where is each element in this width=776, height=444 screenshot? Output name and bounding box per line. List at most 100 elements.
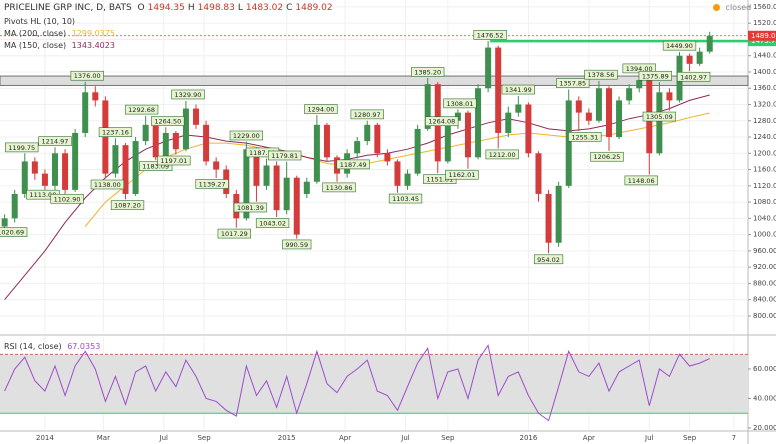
candle-body	[132, 141, 139, 194]
candle-body	[303, 181, 310, 194]
pivot-label: 1183.09	[142, 163, 169, 171]
pivot-label-box	[533, 254, 564, 265]
pivot-label: 1212.00	[489, 151, 516, 159]
y-tick-label: 1440.00	[753, 52, 776, 60]
candle-body	[193, 108, 200, 125]
pivot-label: 1162.01	[448, 171, 475, 179]
candle-body	[1, 218, 8, 227]
y-tick-label: 920.00	[753, 263, 776, 271]
candle-body	[112, 145, 119, 174]
candle-body	[364, 124, 371, 142]
candle-body	[354, 141, 361, 154]
candle-body	[464, 112, 471, 158]
pivot-label: 1148.06	[628, 177, 655, 185]
pivot-label: 1357.85	[559, 80, 586, 88]
candle-body	[686, 55, 693, 64]
candle-body	[263, 165, 270, 186]
pivot-label-box	[38, 136, 72, 146]
pivot-label: 1264.08	[428, 118, 455, 126]
pivot-label: 1087.20	[114, 202, 141, 210]
y-tick-label: 1040.00	[753, 214, 776, 222]
pivot-label: 1376.00	[74, 72, 101, 80]
candle-body	[41, 173, 48, 186]
candle-body	[243, 149, 250, 219]
x-tick-label: 2014	[36, 434, 54, 442]
pivot-label: 1138.00	[94, 181, 121, 189]
candle-body	[122, 145, 129, 194]
candle-body	[394, 161, 401, 186]
candle-body	[142, 124, 149, 142]
candle-body	[374, 124, 381, 154]
candle-body	[555, 185, 562, 243]
pivot-label: 1292.68	[128, 106, 155, 114]
pivot-label: 1375.89	[642, 72, 669, 80]
price-tag	[748, 30, 776, 41]
pivot-label-box	[217, 228, 251, 239]
candle-body	[535, 153, 542, 194]
pivot-label-box	[171, 89, 205, 100]
rsi-line	[4, 344, 710, 422]
candle-body	[213, 161, 220, 170]
rsi-tick-label: 60.0000	[753, 365, 776, 373]
pivot-label-box	[139, 161, 173, 171]
legend-ma150-value: 1343.4023	[71, 41, 115, 50]
y-tick-label: 1200.00	[753, 149, 776, 157]
pivot-label-box	[110, 200, 145, 210]
pivot-label-box	[642, 111, 677, 122]
y-tick-label: 1400.00	[753, 68, 776, 76]
pivot-label: 990.59	[285, 241, 308, 249]
y-tick-label: 1240.00	[753, 133, 776, 141]
pivot-label: 1017.29	[221, 230, 248, 238]
y-tick-label: 1280.00	[753, 117, 776, 125]
candle-body	[515, 104, 522, 113]
candle-body	[696, 51, 703, 64]
pivot-label: 1199.75	[8, 144, 35, 152]
resistance-zone	[0, 75, 749, 86]
ma150-legend: MA (150, close) 1343.4023	[4, 41, 118, 50]
y-tick-label: 1320.00	[753, 100, 776, 108]
x-tick-label: 7	[732, 434, 736, 442]
pivot-label: 1255.31	[571, 133, 598, 141]
y-tick-label: 1000.00	[753, 231, 776, 239]
candle-body	[62, 153, 69, 190]
pivot-label-box	[322, 182, 356, 193]
legend-rsi-value: 67.0353	[67, 342, 101, 351]
pivot-label: 1308.01	[446, 100, 473, 108]
pivot-label-box	[584, 69, 618, 80]
pivot-label-box	[556, 78, 590, 88]
legend-pivots: Pivots HL (10, 10)	[4, 17, 76, 26]
pivot-label-box	[568, 131, 602, 142]
y-tick-label: 840.00	[753, 296, 776, 304]
candle-body	[485, 47, 492, 89]
pivots-legend: Pivots HL (10, 10)	[4, 17, 78, 26]
pivot-label: 1341.99	[505, 86, 532, 94]
candle-body	[102, 100, 109, 174]
pivot-label-box	[151, 116, 185, 126]
candle-body	[82, 92, 89, 133]
pivot-label-box	[50, 193, 84, 204]
candle-body	[575, 100, 582, 113]
pivot-label: 1385.20	[414, 68, 441, 76]
pivot-label: 1264.50	[154, 118, 181, 126]
y-tick-label: 1160.00	[753, 166, 776, 174]
candle-body	[92, 92, 99, 101]
pivot-label: 1043.02	[259, 220, 286, 228]
pivot-label: 1402.97	[680, 73, 707, 81]
candle-body	[605, 88, 612, 138]
x-tick-label: Mar	[97, 434, 110, 442]
pivot-label-box	[411, 67, 445, 77]
candle-body	[595, 88, 602, 121]
pivot-label-box	[0, 227, 28, 237]
candle-body	[666, 92, 673, 101]
pivot-label-box	[195, 179, 229, 189]
pivot-label-box	[268, 150, 302, 161]
candle-body	[162, 132, 169, 158]
pivot-label: 1449.90	[666, 42, 693, 50]
legend-ma200-value: 1299.0375	[71, 29, 115, 38]
status-dot	[713, 4, 720, 11]
candle-body	[626, 88, 633, 101]
candle-body	[706, 35, 713, 52]
pivot-label-box	[5, 142, 39, 153]
legend-rsi: RSI (14, close)	[4, 342, 62, 351]
